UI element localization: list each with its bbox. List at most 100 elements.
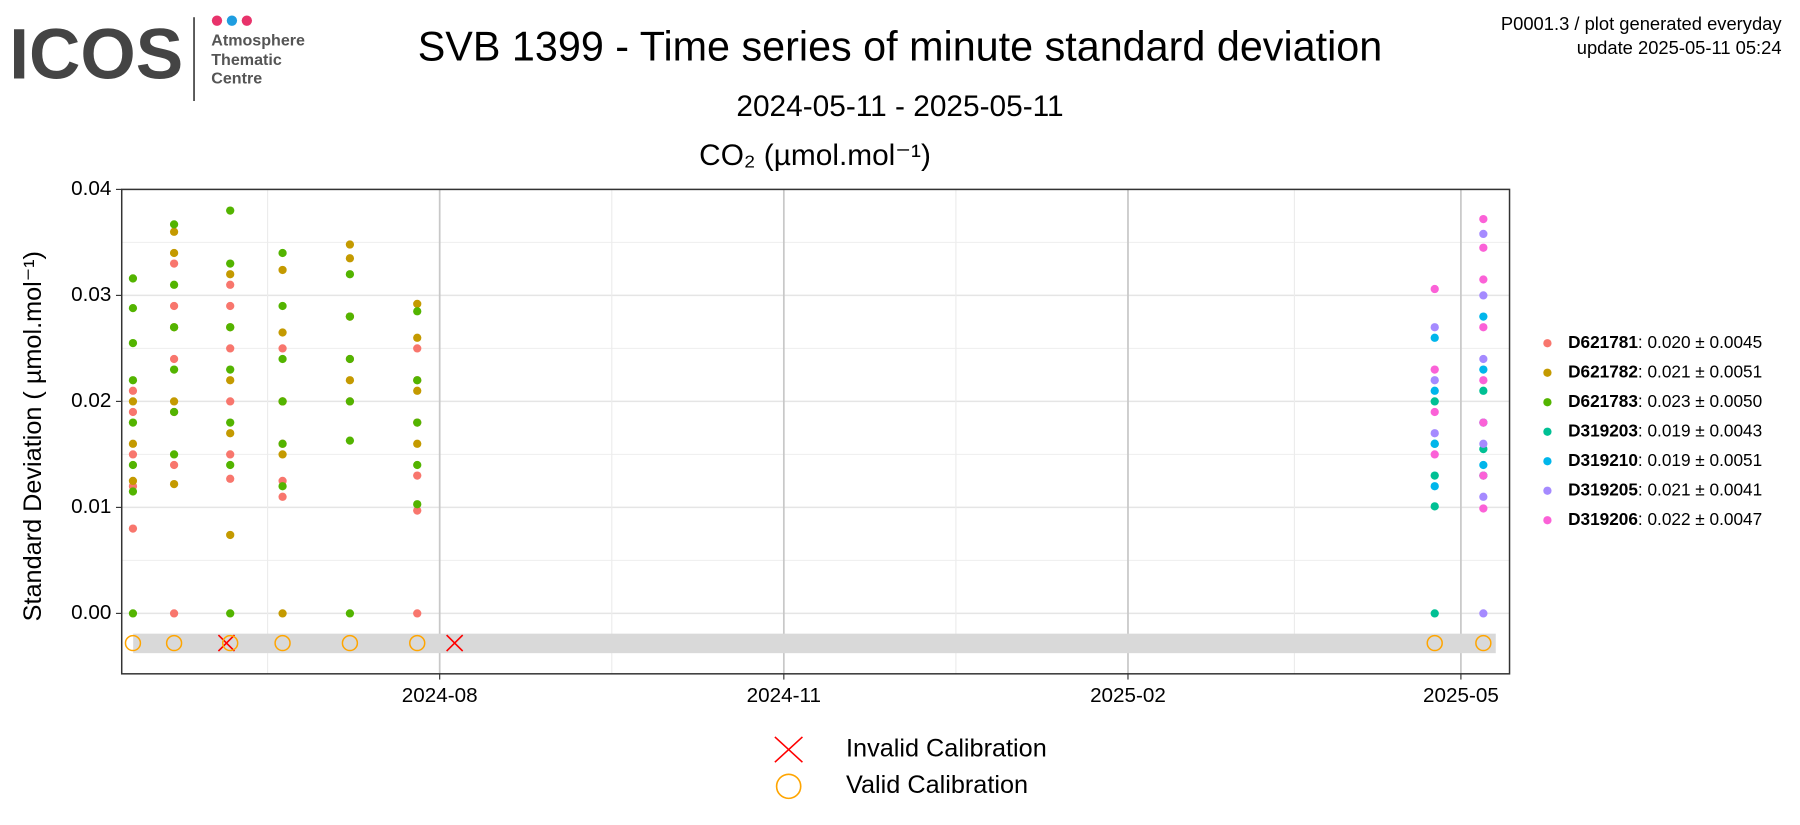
data-point [226, 376, 235, 385]
data-point [345, 240, 355, 249]
data-point [128, 407, 138, 417]
data-point [1430, 397, 1439, 406]
data-point [128, 476, 138, 486]
data-point [1430, 450, 1439, 459]
data-point [278, 248, 287, 258]
valid-calibration-marker [409, 634, 426, 652]
data-point [278, 482, 287, 491]
legend-summary: 0.020 ± 0.0045 [1647, 332, 1762, 352]
data-point [1479, 609, 1488, 618]
logo-dot [211, 15, 223, 26]
legend-name: D621781 [1568, 332, 1638, 352]
data-point [1430, 439, 1439, 448]
x-tick-label: 2025-05 [1423, 684, 1499, 707]
data-point [1479, 291, 1488, 300]
data-point [1479, 386, 1488, 395]
data-point [1479, 439, 1488, 448]
data-point [226, 530, 235, 540]
legend-name: D319205 [1568, 479, 1638, 499]
data-point [278, 397, 287, 406]
x-tick-label: 2024-11 [747, 684, 821, 707]
invalid-calibration-marker [217, 634, 236, 652]
legend-summary: 0.019 ± 0.0043 [1647, 420, 1762, 440]
legend-separator: : [1638, 420, 1648, 440]
data-point [169, 220, 179, 229]
data-point [345, 609, 355, 618]
calibration-band [133, 633, 1496, 654]
marks [124, 206, 1492, 652]
data-point [128, 303, 138, 313]
data-point [1430, 429, 1439, 438]
y-tick-label: 0.04 [71, 177, 111, 200]
data-point [1430, 407, 1439, 417]
data-point [128, 274, 138, 283]
legend-marker [1543, 339, 1552, 348]
data-point [278, 301, 287, 311]
data-point [1479, 376, 1488, 385]
data-point [278, 492, 287, 501]
data-point [169, 323, 179, 332]
data-point [169, 301, 179, 311]
legend-separator: : [1638, 361, 1648, 381]
data-point [128, 439, 138, 448]
valid-calibration-marker [221, 634, 239, 652]
info-text: P0001.3 / plot generated everyday [1501, 13, 1783, 34]
data-point [1479, 243, 1488, 252]
data-point [345, 376, 355, 385]
y-tick-label: 0.00 [71, 601, 111, 624]
data-point [169, 397, 179, 406]
data-point [345, 397, 355, 406]
legend-marker [1543, 457, 1552, 466]
legend-name: D319203 [1568, 420, 1638, 440]
legend-name: D621783 [1568, 391, 1638, 411]
legend-name: D319210 [1568, 450, 1638, 470]
legend-label: Valid Calibration [846, 771, 1028, 799]
logo-dot [226, 15, 238, 26]
data-point [169, 460, 179, 470]
data-point [345, 354, 355, 364]
data-point [278, 439, 287, 448]
data-point [345, 254, 355, 263]
legend-marker [1543, 516, 1552, 525]
legend-separator: : [1638, 509, 1648, 529]
data-point [169, 248, 179, 258]
data-point [1479, 323, 1488, 332]
x-tick-label: 2025-02 [1090, 684, 1166, 707]
data-point [226, 450, 235, 459]
chart-title: SVB 1399 - Time series of minute standar… [418, 23, 1382, 69]
data-point [413, 344, 422, 353]
data-point [413, 471, 422, 480]
data-point [169, 280, 179, 289]
legend-name: D319206 [1568, 509, 1638, 529]
data-point [1430, 284, 1439, 294]
data-point [413, 376, 422, 385]
legend-label: D621781: 0.020 ± 0.0045 [1568, 332, 1762, 352]
legend-summary: 0.019 ± 0.0051 [1647, 450, 1762, 470]
data-point [1479, 471, 1488, 480]
data-point [278, 354, 287, 364]
data-point [128, 460, 138, 470]
legend-separator: : [1638, 332, 1648, 352]
data-point [169, 354, 179, 364]
data-point [169, 365, 179, 374]
data-point [1479, 312, 1488, 321]
data-point [1479, 418, 1488, 427]
plot-background [121, 189, 1510, 674]
data-point [345, 312, 355, 321]
data-point [1479, 492, 1488, 501]
data-point [1430, 502, 1439, 511]
data-point [226, 397, 235, 406]
data-point [1479, 365, 1488, 374]
data-point [128, 524, 138, 533]
data-point [226, 323, 235, 332]
legend-summary: 0.023 ± 0.0050 [1647, 391, 1762, 411]
legend-name: D621782 [1568, 361, 1638, 381]
logo-text: Centre [211, 69, 262, 87]
legend-marker [1543, 486, 1552, 495]
valid-calibration-marker [1475, 634, 1492, 652]
valid-calibration-marker [341, 634, 359, 652]
data-point [169, 479, 179, 489]
data-point [169, 450, 179, 459]
data-point [413, 460, 422, 470]
